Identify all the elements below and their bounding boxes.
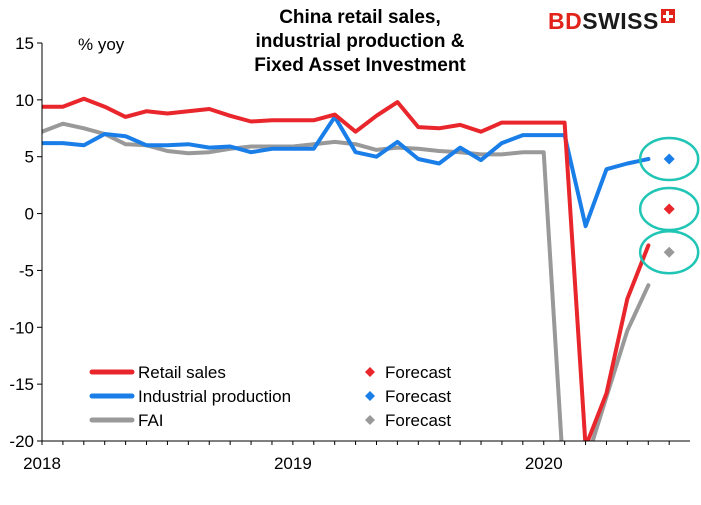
legend-label-fai: FAI bbox=[138, 411, 164, 430]
logo-text-swiss: SWISS bbox=[582, 7, 659, 34]
y-tick-label: 0 bbox=[25, 205, 34, 224]
bdswiss-logo: BD SWISS bbox=[548, 8, 675, 34]
y-tick-label: -20 bbox=[9, 432, 34, 451]
y-tick-label: 5 bbox=[25, 148, 34, 167]
y-axis-label: % yoy bbox=[78, 35, 125, 54]
chart-title-line-2: industrial production & bbox=[255, 31, 465, 52]
legend-label-forecast-retail-sales: Forecast bbox=[385, 363, 451, 382]
legend-label-retail-sales: Retail sales bbox=[138, 363, 226, 382]
y-tick-label: 10 bbox=[15, 91, 34, 110]
forecast-highlight-industrial-production bbox=[638, 136, 700, 182]
swiss-cross-icon bbox=[660, 9, 675, 23]
y-tick-label: 15 bbox=[15, 34, 34, 53]
plot-series bbox=[42, 96, 700, 441]
x-tick-label: 2018 bbox=[23, 454, 61, 473]
x-tick-label: 2019 bbox=[274, 454, 312, 473]
y-tick-label: -5 bbox=[19, 261, 34, 280]
logo-text-bd: BD bbox=[548, 7, 583, 34]
series-line-industrial-production bbox=[42, 114, 651, 229]
legend-swatch-forecast-industrial-production bbox=[365, 391, 375, 401]
forecast-marker-industrial-production bbox=[663, 153, 675, 165]
series-line-fai bbox=[42, 121, 651, 441]
chart-title-line-1: China retail sales, bbox=[279, 7, 441, 28]
chart-title-line-3: Fixed Asset Investment bbox=[254, 55, 466, 76]
y-tick-label: -15 bbox=[9, 375, 34, 394]
series-lines bbox=[42, 96, 651, 441]
forecast-marker-retail-sales bbox=[663, 203, 675, 215]
x-tick-label: 2020 bbox=[525, 454, 563, 473]
y-tick-label: -10 bbox=[9, 318, 34, 337]
legend-label-forecast-industrial-production: Forecast bbox=[385, 387, 451, 406]
legend-label-industrial-production: Industrial production bbox=[138, 387, 291, 406]
forecast-highlight-fai bbox=[638, 229, 700, 275]
chart-title: China retail sales, industrial productio… bbox=[190, 6, 530, 78]
legend-swatch-forecast-retail-sales bbox=[365, 367, 375, 377]
legend: Retail sales Industrial production FAI Fore… bbox=[89, 363, 451, 430]
legend-label-forecast-fai: Forecast bbox=[385, 411, 451, 430]
plot-axes: 15 10 5 0 -5 -10 -15 -20 2018 2019 2020 % yoy bbox=[9, 34, 690, 473]
forecast-marker-fai bbox=[663, 246, 675, 258]
legend-swatch-forecast-fai bbox=[365, 415, 375, 425]
series-line-retail-sales bbox=[42, 96, 651, 441]
